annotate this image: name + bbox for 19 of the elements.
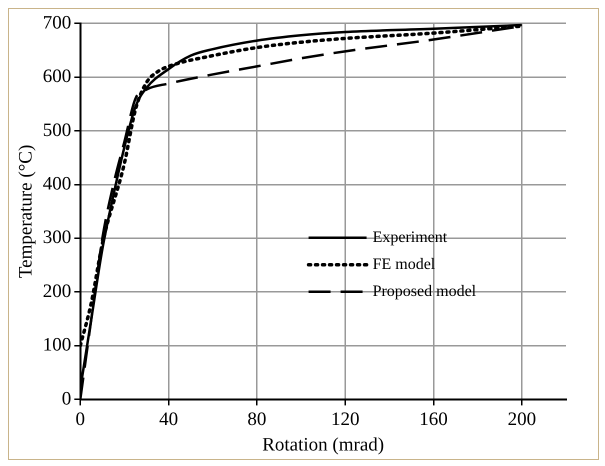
- legend-label: Proposed model: [372, 282, 477, 300]
- x-tick-label: 160: [419, 408, 448, 430]
- x-tick-label: 40: [159, 408, 178, 430]
- x-tick-label: 80: [247, 408, 266, 430]
- y-tick-label: 500: [42, 120, 72, 141]
- legend-label: Experiment: [372, 228, 448, 246]
- x-axis-title: Rotation (mrad): [262, 434, 384, 456]
- y-tick-label: 600: [42, 66, 72, 88]
- x-tick-label: 120: [330, 408, 360, 430]
- y-tick-label: 300: [42, 227, 72, 248]
- y-tick-label: 200: [42, 280, 72, 302]
- y-tick-label: 700: [42, 12, 72, 34]
- legend-label: FE model: [372, 256, 436, 273]
- y-axis-title: Temperature (°C): [15, 144, 36, 278]
- y-tick-label: 0: [62, 388, 72, 410]
- x-tick-label: 200: [508, 408, 536, 430]
- y-tick-label: 100: [42, 334, 72, 356]
- x-tick-label: 0: [76, 408, 86, 430]
- y-tick-label: 400: [42, 174, 72, 195]
